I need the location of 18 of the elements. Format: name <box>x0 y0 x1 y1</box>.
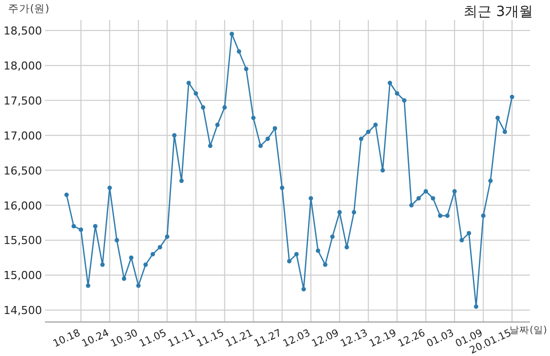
y-tick-label: 15,000 <box>4 269 42 282</box>
y-tick-label: 18,000 <box>4 59 42 72</box>
x-tick-label: 12.09 <box>310 328 341 350</box>
y-tick-label: 17,500 <box>4 94 42 108</box>
y-tick-label: 15,500 <box>4 234 42 248</box>
y-tick-label: 16,000 <box>4 199 42 212</box>
x-tick-label: 12.19 <box>368 328 398 350</box>
x-axis-title: 날짜(일) <box>510 325 547 336</box>
x-tick-label: 11.21 <box>224 328 255 350</box>
y-tick-label: 18,500 <box>4 24 42 38</box>
y-axis-title: 주가(원) <box>8 3 50 15</box>
y-tick-label: 16,500 <box>4 164 42 178</box>
chart-title: 최근 3개월 <box>464 4 533 20</box>
x-tick-label: 10.30 <box>109 328 140 350</box>
x-tick-label: 12.03 <box>282 328 312 350</box>
y-tick-label: 14,500 <box>4 304 42 318</box>
y-tick-label: 17,000 <box>4 129 42 142</box>
x-tick-label: 11.11 <box>166 328 198 350</box>
